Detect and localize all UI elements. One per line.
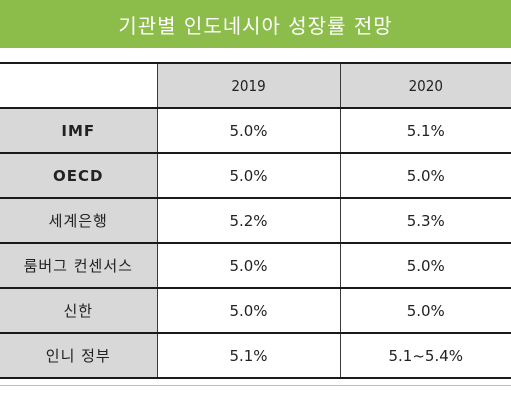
row-label: 인니 정부 (0, 333, 158, 379)
row-label: 세계은행 (0, 198, 158, 244)
value-2020: 5.1~5.4% (339, 333, 511, 379)
row-label: IMF (0, 108, 158, 154)
value-2020: 5.1% (339, 108, 511, 154)
title-bar: 기관별 인도네시아 성장률 전망 (0, 0, 511, 48)
header-row: 2019 2020 (0, 62, 511, 109)
value-2019: 5.2% (156, 198, 341, 244)
row-label: OECD (0, 153, 158, 199)
value-2019: 5.0% (156, 288, 341, 334)
table-row: 인니 정부 5.1% 5.1~5.4% (0, 333, 511, 379)
growth-forecast-table: 2019 2020 IMF 5.0% 5.1% OECD 5.0% 5.0% 세… (0, 62, 511, 379)
table-title: 기관별 인도네시아 성장률 전망 (118, 13, 393, 38)
table-row: OECD 5.0% 5.0% (0, 153, 511, 199)
row-label: 룸버그 컨센서스 (0, 243, 158, 289)
value-2020: 5.3% (339, 198, 511, 244)
table-row: 세계은행 5.2% 5.3% (0, 198, 511, 244)
column-header-2020: 2020 (339, 62, 511, 109)
bottom-divider (0, 385, 511, 386)
value-2019: 5.0% (156, 108, 341, 154)
value-2020: 5.0% (339, 288, 511, 334)
row-label: 신한 (0, 288, 158, 334)
value-2019: 5.0% (156, 243, 341, 289)
corner-cell (0, 62, 158, 109)
value-2020: 5.0% (339, 153, 511, 199)
table-row: IMF 5.0% 5.1% (0, 108, 511, 154)
column-header-2019: 2019 (156, 62, 341, 109)
value-2019: 5.1% (156, 333, 341, 379)
table-row: 신한 5.0% 5.0% (0, 288, 511, 334)
value-2020: 5.0% (339, 243, 511, 289)
table-row: 룸버그 컨센서스 5.0% 5.0% (0, 243, 511, 289)
value-2019: 5.0% (156, 153, 341, 199)
